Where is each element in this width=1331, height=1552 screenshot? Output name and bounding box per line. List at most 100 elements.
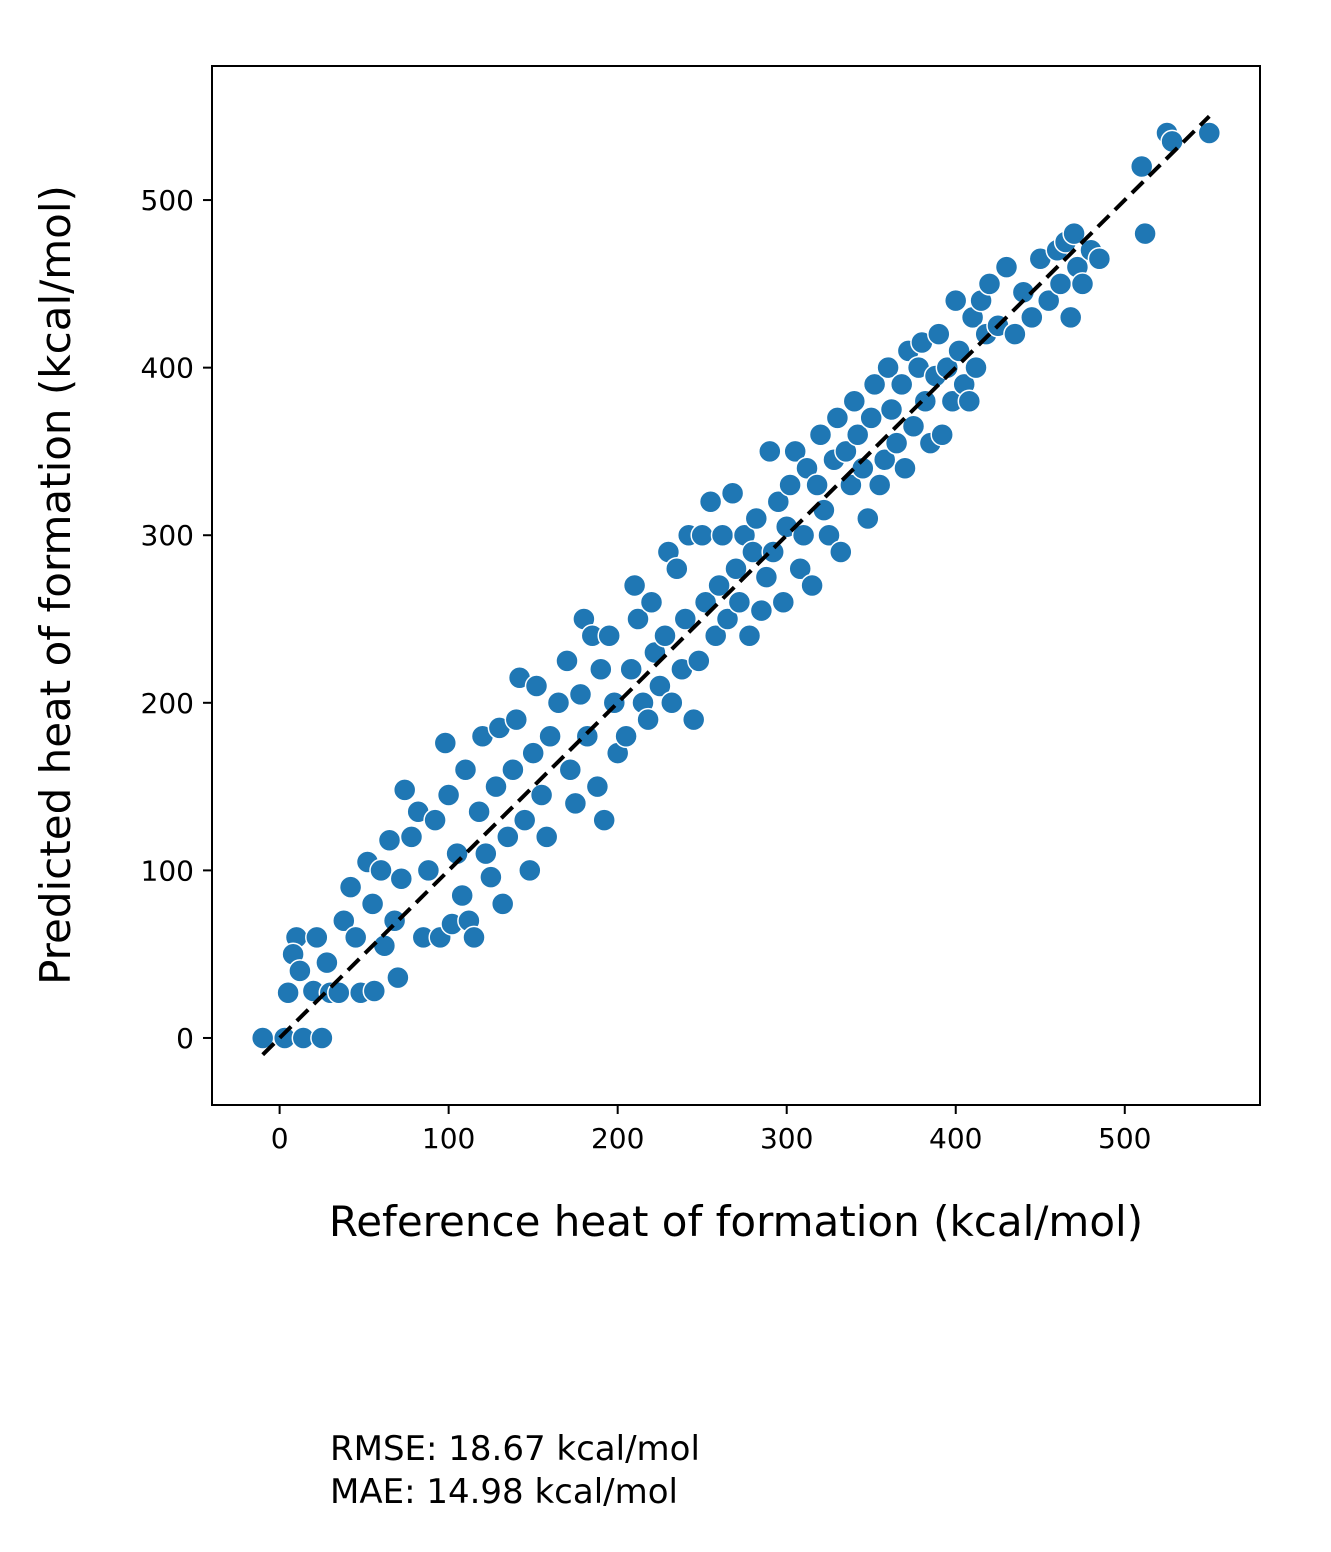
y-tick-label: 100 [141,854,194,887]
data-point [842,389,867,413]
data-point [957,389,982,413]
rmse-text: RMSE: 18.67 kcal/mol [330,1429,700,1469]
data-point [901,414,926,439]
data-point [788,556,812,581]
data-point [783,439,807,464]
data-point [754,565,779,589]
data-point [893,456,917,480]
data-point [660,691,684,715]
x-tick-label: 0 [271,1122,289,1155]
data-point [707,573,731,598]
data-point [597,624,621,648]
data-point [1160,129,1184,154]
data-point [372,934,397,958]
data-point [698,489,723,514]
y-tick-label: 400 [141,352,194,385]
data-point [715,607,740,631]
data-point [501,758,525,782]
data-point [1048,272,1073,296]
data-point [653,624,677,648]
y-tick-label: 300 [141,519,194,552]
data-point [749,598,774,623]
data-point [805,473,829,497]
data-point [288,959,312,983]
data-point [626,607,650,631]
data-point [1003,322,1027,346]
x-tick-label: 500 [1098,1122,1151,1155]
data-point [639,590,664,615]
data-point [504,707,529,732]
data-point [884,431,909,455]
data-point [636,707,660,732]
data-point [1070,272,1095,296]
data-point [416,858,441,883]
reference-line-group [261,114,1211,1057]
x-tick-label: 200 [591,1122,644,1155]
data-point [399,825,424,849]
data-point [927,322,951,346]
data-point [879,397,904,422]
x-tick-label: 300 [760,1122,813,1155]
data-point [614,724,638,749]
reference-line [261,114,1211,1057]
data-point [332,908,356,933]
data-point [436,783,461,807]
mae-text: MAE: 14.98 kcal/mol [330,1472,678,1512]
data-point [758,439,782,464]
data-point [964,355,988,380]
data-point [889,372,914,397]
data-point [568,682,593,707]
data-point [913,389,938,413]
data-point [727,590,752,615]
data-point [720,481,745,506]
data-point [602,691,627,715]
data-point [872,448,897,472]
data-point [382,908,407,933]
data-point [724,556,748,581]
data-point [703,624,728,648]
data-point [665,556,689,581]
data-point [369,858,393,883]
data-point [529,783,554,807]
plot-frame [211,65,1261,1106]
data-point [386,965,410,990]
data-point [876,355,900,380]
data-point [1020,305,1044,330]
data-point [524,674,549,698]
data-point [546,691,571,715]
data-point [829,540,853,564]
data-point [377,828,402,852]
data-point [1062,221,1086,246]
data-point [791,523,816,547]
data-point [423,808,447,832]
data-point [812,498,836,522]
data-point [315,950,339,975]
y-tick-label: 500 [141,184,194,217]
data-point [592,808,616,832]
data-point [534,825,559,849]
data-point [512,808,537,832]
y-tick-label: 200 [141,687,194,720]
x-tick-label: 100 [422,1122,475,1155]
data-point [1133,221,1157,246]
data-point [338,875,363,899]
x-tick-label: 400 [929,1122,982,1155]
data-point [453,758,478,782]
data-point [648,674,672,698]
data-point [450,883,474,908]
data-point [943,288,968,313]
data-point [392,778,417,802]
data-point [276,980,300,1005]
data-point [1197,121,1222,145]
data-point [484,774,508,799]
data-point [619,657,643,682]
data-point [467,799,491,824]
data-point [778,473,802,497]
data-point [771,590,796,615]
data-point [808,422,833,447]
data-point [710,523,735,547]
data-point [845,422,870,447]
data-point [737,624,762,648]
data-point [622,573,647,598]
